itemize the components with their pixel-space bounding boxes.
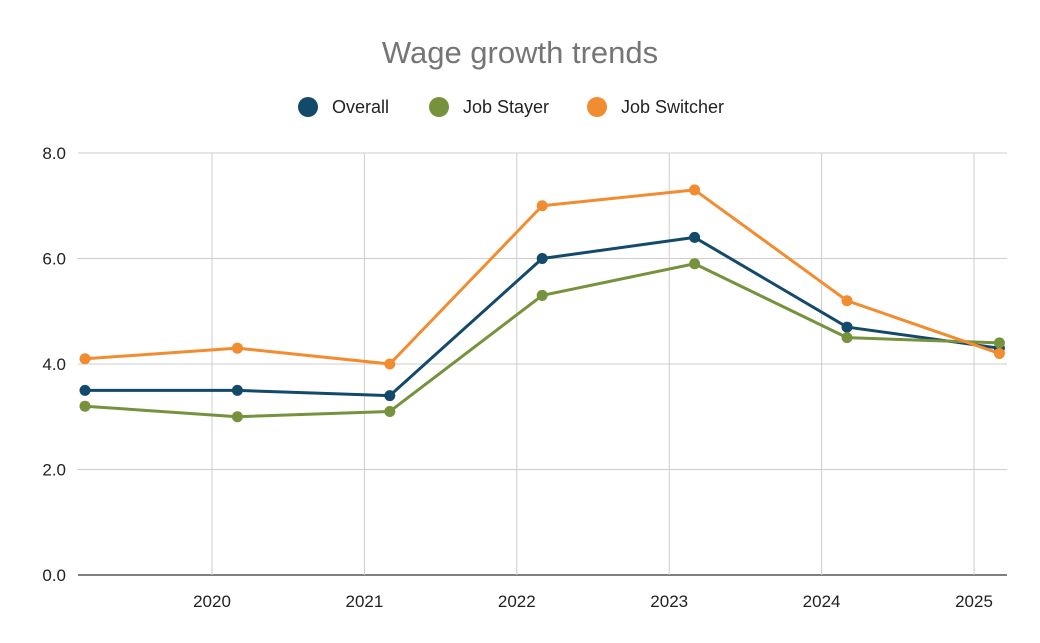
y-tick-label: 6.0 bbox=[42, 250, 66, 269]
data-point bbox=[384, 358, 396, 370]
data-point bbox=[79, 400, 91, 412]
x-tick-label: 2022 bbox=[498, 592, 536, 611]
data-point bbox=[993, 337, 1005, 349]
data-point bbox=[841, 295, 853, 307]
data-point bbox=[231, 411, 243, 423]
legend-item: Job Switcher bbox=[587, 97, 724, 117]
data-point bbox=[79, 384, 91, 396]
y-tick-label: 8.0 bbox=[42, 144, 66, 163]
data-point bbox=[231, 342, 243, 354]
series-overall bbox=[79, 231, 1005, 402]
data-point bbox=[841, 332, 853, 344]
legend-marker bbox=[587, 97, 607, 117]
data-point bbox=[689, 231, 701, 243]
chart-title: Wage growth trends bbox=[382, 35, 658, 70]
legend-label: Job Switcher bbox=[621, 97, 724, 117]
legend-marker bbox=[298, 97, 318, 117]
legend: Overall Job Stayer Job Switcher bbox=[298, 97, 724, 117]
y-tick-label: 0.0 bbox=[42, 566, 66, 585]
data-point bbox=[231, 384, 243, 396]
data-point bbox=[536, 289, 548, 301]
gridlines: 0.0 2.0 4.0 6.0 8.0 2020 2021 2022 2023 2024 2025 bbox=[42, 144, 1007, 611]
data-point bbox=[536, 253, 548, 264]
series-line bbox=[84, 262, 1000, 419]
data-point bbox=[689, 258, 701, 270]
x-tick-label: 2025 bbox=[955, 592, 993, 611]
legend-item: Overall bbox=[298, 97, 389, 117]
x-tick-label: 2023 bbox=[650, 592, 688, 611]
data-point bbox=[384, 390, 396, 402]
series-job-stayer bbox=[79, 258, 1005, 423]
data-point bbox=[993, 347, 1005, 359]
x-tick-label: 2020 bbox=[193, 592, 231, 611]
data-point bbox=[689, 184, 701, 196]
data-point bbox=[384, 405, 396, 417]
x-tick-label: 2021 bbox=[345, 592, 383, 611]
legend-label: Job Stayer bbox=[463, 97, 549, 117]
legend-marker bbox=[429, 97, 449, 117]
data-point bbox=[79, 353, 91, 365]
legend-item: Job Stayer bbox=[429, 97, 549, 117]
series-lines bbox=[79, 184, 1005, 423]
y-tick-label: 4.0 bbox=[42, 355, 66, 374]
series-job-switcher bbox=[79, 184, 1005, 370]
x-tick-label: 2024 bbox=[803, 592, 841, 611]
data-point bbox=[841, 321, 853, 333]
data-point bbox=[536, 200, 548, 212]
y-tick-label: 2.0 bbox=[42, 461, 66, 480]
legend-label: Overall bbox=[332, 97, 389, 117]
